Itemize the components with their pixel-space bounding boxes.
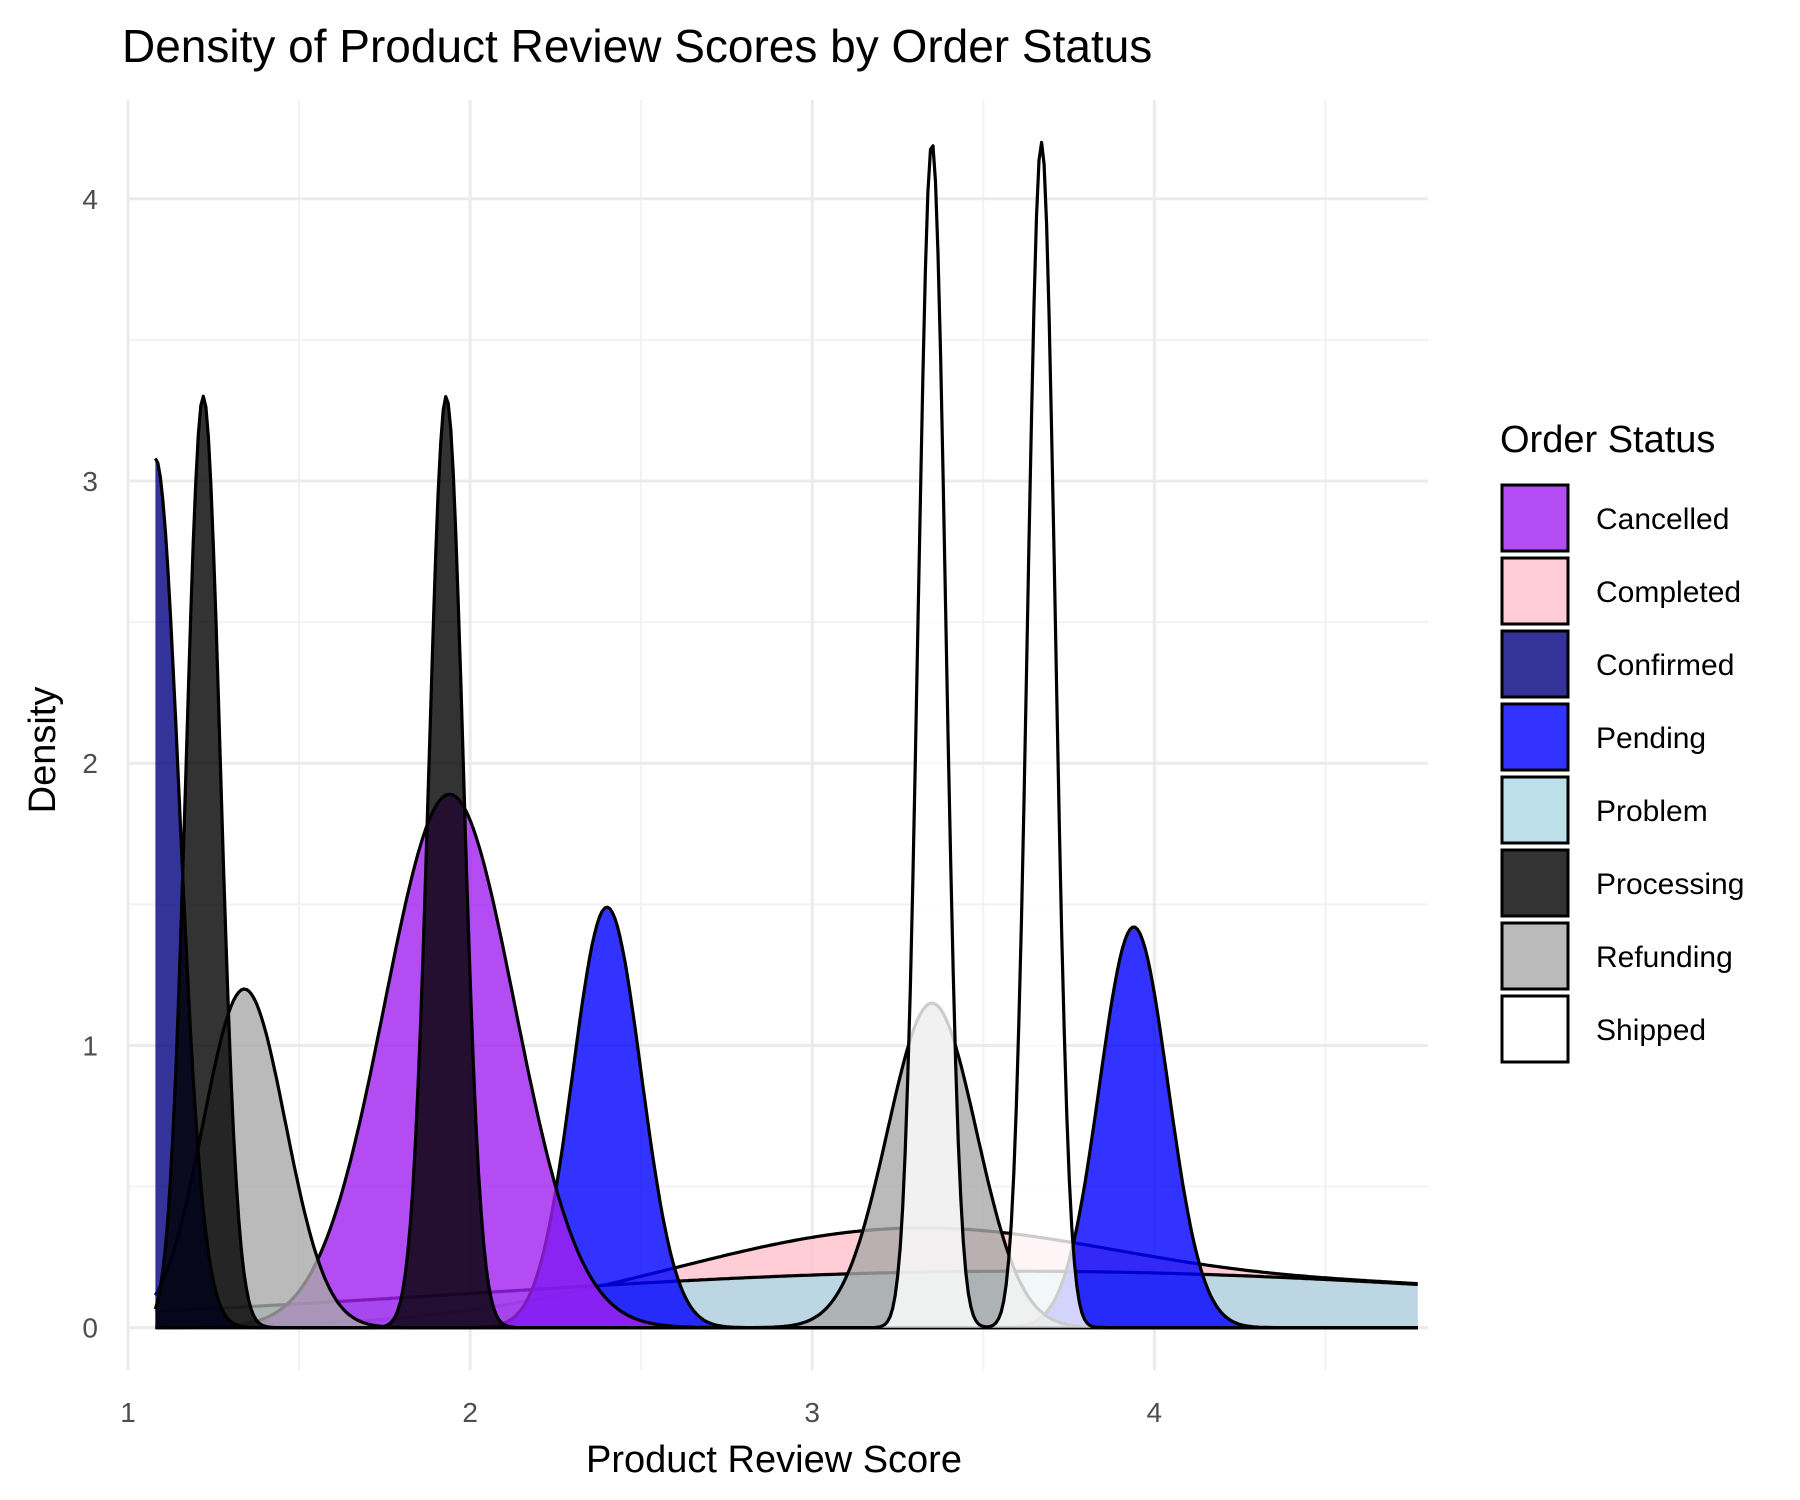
y-tick-label: 3 — [82, 466, 98, 497]
y-tick-label: 4 — [82, 184, 98, 215]
y-axis-title: Density — [22, 687, 64, 814]
x-axis-ticks: 1 2 3 4 — [120, 1397, 1162, 1428]
legend-label-processing: Processing — [1596, 868, 1744, 901]
legend-label-problem: Problem — [1596, 795, 1708, 828]
density-line-shipped — [155, 140, 1418, 1330]
legend-swatch-problem — [1500, 775, 1570, 845]
legend-label-cancelled: Cancelled — [1596, 503, 1729, 536]
x-tick-label: 2 — [462, 1397, 478, 1428]
y-tick-label: 0 — [82, 1313, 98, 1344]
density-area-pending — [155, 907, 1418, 1328]
x-tick-label: 3 — [804, 1397, 820, 1428]
chart-title: Density of Product Review Scores by Orde… — [122, 20, 1152, 72]
legend-swatch-completed — [1500, 556, 1570, 626]
density-area-processing — [155, 396, 1418, 1328]
y-tick-label: 1 — [82, 1030, 98, 1061]
x-tick-label: 1 — [120, 1397, 136, 1428]
density-area-shipped — [155, 142, 1418, 1328]
y-tick-label: 2 — [82, 748, 98, 779]
x-tick-label: 4 — [1147, 1397, 1163, 1428]
legend-swatch-pending — [1500, 702, 1570, 772]
legend-label-refunding: Refunding — [1596, 941, 1733, 974]
legend-label-confirmed: Confirmed — [1596, 649, 1734, 682]
legend-swatch-cancelled — [1500, 483, 1570, 553]
y-axis-ticks: 0 1 2 3 4 — [82, 184, 98, 1344]
legend-title: Order Status — [1500, 419, 1715, 461]
legend-label-pending: Pending — [1596, 722, 1706, 755]
legend-label-completed: Completed — [1596, 576, 1741, 609]
grid — [126, 100, 1428, 1370]
legend-swatch-processing — [1500, 848, 1570, 918]
legend-swatch-confirmed — [1500, 629, 1570, 699]
x-axis-title: Product Review Score — [586, 1439, 962, 1481]
density-series — [153, 140, 1418, 1330]
legend: Cancelled Completed Confirmed Pending Proble… — [1500, 483, 1744, 1064]
density-area-refunding — [155, 989, 1418, 1328]
legend-swatch-shipped — [1500, 994, 1570, 1064]
legend-swatch-refunding — [1500, 921, 1570, 991]
legend-label-shipped: Shipped — [1596, 1014, 1706, 1047]
